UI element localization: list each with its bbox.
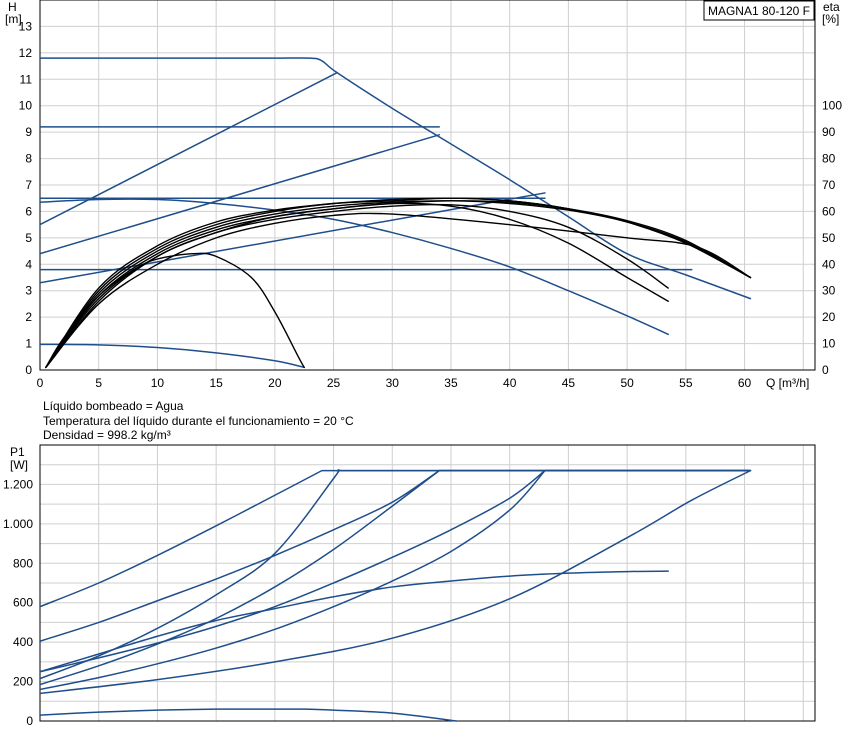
eta-tick-label: 20	[822, 310, 836, 324]
x-tick-label: 10	[151, 376, 165, 390]
power-curve	[40, 469, 752, 680]
power-curve	[40, 570, 669, 673]
h-tick-label: 10	[19, 99, 33, 113]
eta-tick-label: 80	[822, 152, 836, 166]
power-curve	[40, 469, 752, 695]
p1-tick-label: 400	[13, 635, 33, 649]
h-tick-label: 2	[25, 310, 32, 324]
p1-axis-label-name: P1	[10, 445, 25, 459]
x-tick-label: 30	[386, 376, 400, 390]
eta-tick-label: 50	[822, 231, 836, 245]
x-tick-label: 45	[562, 376, 576, 390]
y-axis-label-name: H	[8, 0, 17, 14]
head-efficiency-chart: 0 5 10 15 20 25 30 35 40 45 50 55 600123456789101112…	[19, 0, 842, 390]
h-tick-label: 8	[25, 152, 32, 166]
h-tick-label: 6	[25, 204, 32, 218]
x-tick-label: 20	[268, 376, 282, 390]
efficiency-curve	[45, 197, 752, 369]
pumped-liquid-note: Líquido bombeado = Agua	[43, 399, 184, 413]
p1-tick-label: 800	[13, 556, 33, 570]
eta-tick-label: 30	[822, 284, 836, 298]
y2-axis-label-unit: [%]	[822, 12, 839, 26]
p1-tick-label: 600	[13, 596, 33, 610]
y-axis-label-unit: [m]	[5, 12, 22, 26]
power-curve	[40, 469, 752, 642]
h-tick-label: 7	[25, 178, 32, 192]
efficiency-curve	[45, 203, 669, 369]
power-curve	[40, 469, 752, 691]
system-curve	[40, 134, 440, 255]
h-tick-label: 13	[19, 19, 33, 33]
x-axis-label: Q [m³/h]	[766, 376, 809, 390]
p1-tick-label: 1.200	[3, 477, 33, 491]
chart-title: MAGNA1 80-120 F	[708, 4, 810, 18]
liquid-temperature-note: Temperatura del líquido durante el funci…	[43, 414, 354, 428]
x-tick-label: 60	[738, 376, 752, 390]
power-curve	[40, 469, 752, 673]
density-note: Densidad = 998.2 kg/m³	[43, 428, 171, 442]
eta-tick-label: 70	[822, 178, 836, 192]
bottom-plot-frame	[39, 444, 816, 722]
x-tick-label: 15	[209, 376, 223, 390]
head-curve	[40, 343, 305, 369]
head-curve	[40, 57, 752, 300]
x-tick-label: 55	[679, 376, 693, 390]
x-tick-label: 40	[503, 376, 517, 390]
x-tick-label: 35	[444, 376, 458, 390]
y2-axis-label-name: eta	[823, 0, 840, 14]
h-tick-label: 11	[20, 72, 33, 86]
h-tick-label: 0	[25, 363, 32, 377]
h-tick-label: 12	[19, 46, 33, 60]
efficiency-curve	[45, 212, 752, 369]
h-tick-label: 9	[25, 125, 32, 139]
system-curve	[40, 71, 338, 226]
top-series-group	[40, 57, 752, 369]
bottom-series-group	[40, 469, 752, 722]
h-tick-label: 1	[25, 337, 32, 351]
h-tick-label: 5	[25, 231, 32, 245]
eta-tick-label: 0	[822, 363, 829, 377]
h-tick-label: 4	[25, 257, 32, 271]
power-curve	[40, 708, 458, 722]
eta-tick-label: 90	[822, 125, 836, 139]
chart-title-box	[703, 0, 815, 21]
power-curve	[40, 469, 752, 686]
power-chart: 0 200 400 600 800 1.000 1.200	[3, 444, 816, 728]
p1-axis-label-unit: [W]	[10, 458, 28, 472]
p1-tick-label: 1.000	[3, 517, 33, 531]
power-curve	[40, 469, 752, 608]
x-tick-label: 5	[95, 376, 102, 390]
eta-tick-label: 10	[822, 337, 836, 351]
x-tick-label: 0	[37, 376, 44, 390]
top-plot-frame	[39, 0, 816, 371]
eta-tick-label: 60	[822, 204, 836, 218]
h-tick-label: 3	[25, 284, 32, 298]
p1-tick-label: 200	[13, 675, 33, 689]
x-tick-label: 50	[620, 376, 634, 390]
x-tick-label: 25	[327, 376, 341, 390]
eta-tick-label: 40	[822, 257, 836, 271]
p1-tick-label: 0	[26, 714, 33, 728]
eta-tick-label: 100	[822, 99, 842, 113]
